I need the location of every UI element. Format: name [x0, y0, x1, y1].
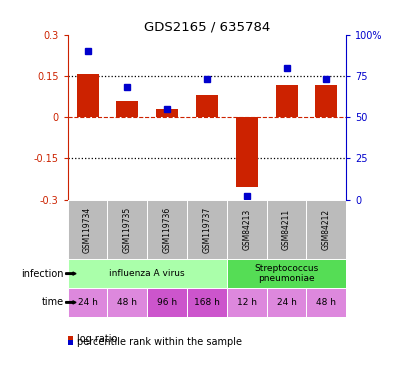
Text: GSM84213: GSM84213	[242, 209, 251, 250]
Bar	[267, 288, 306, 317]
Bar	[315, 86, 337, 117]
Text: influenza A virus: influenza A virus	[109, 269, 185, 278]
Text: log ratio: log ratio	[76, 334, 117, 344]
Bar	[227, 200, 267, 259]
Text: 12 h: 12 h	[237, 298, 257, 307]
Bar	[68, 200, 107, 259]
Bar	[68, 288, 107, 317]
Text: GSM84211: GSM84211	[282, 209, 291, 250]
Text: 24 h: 24 h	[277, 298, 297, 307]
Bar	[275, 86, 297, 117]
Bar	[147, 288, 187, 317]
Text: 48 h: 48 h	[316, 298, 336, 307]
Text: GSM119736: GSM119736	[163, 206, 172, 253]
Bar	[156, 109, 178, 117]
Bar	[306, 288, 346, 317]
Bar	[107, 288, 147, 317]
Title: GDS2165 / 635784: GDS2165 / 635784	[144, 20, 270, 33]
Text: 168 h: 168 h	[194, 298, 220, 307]
Bar	[68, 259, 227, 288]
Bar	[77, 74, 99, 117]
Text: GSM119735: GSM119735	[123, 206, 132, 253]
Text: GSM119734: GSM119734	[83, 206, 92, 253]
Text: 48 h: 48 h	[117, 298, 137, 307]
Text: percentile rank within the sample: percentile rank within the sample	[76, 337, 242, 347]
Bar	[306, 200, 346, 259]
Bar	[187, 200, 227, 259]
Bar	[196, 95, 218, 117]
Text: Streptococcus
pneumoniae: Streptococcus pneumoniae	[254, 264, 319, 283]
Bar	[187, 288, 227, 317]
Text: time: time	[41, 297, 64, 308]
Text: 24 h: 24 h	[78, 298, 98, 307]
Bar	[227, 288, 267, 317]
Bar	[267, 200, 306, 259]
Text: GSM119737: GSM119737	[203, 206, 211, 253]
Bar	[107, 200, 147, 259]
Bar	[147, 200, 187, 259]
Text: infection: infection	[21, 268, 64, 279]
Bar	[227, 259, 346, 288]
Text: 96 h: 96 h	[157, 298, 177, 307]
Bar	[116, 101, 139, 117]
Bar	[236, 117, 258, 187]
Text: GSM84212: GSM84212	[322, 209, 331, 250]
